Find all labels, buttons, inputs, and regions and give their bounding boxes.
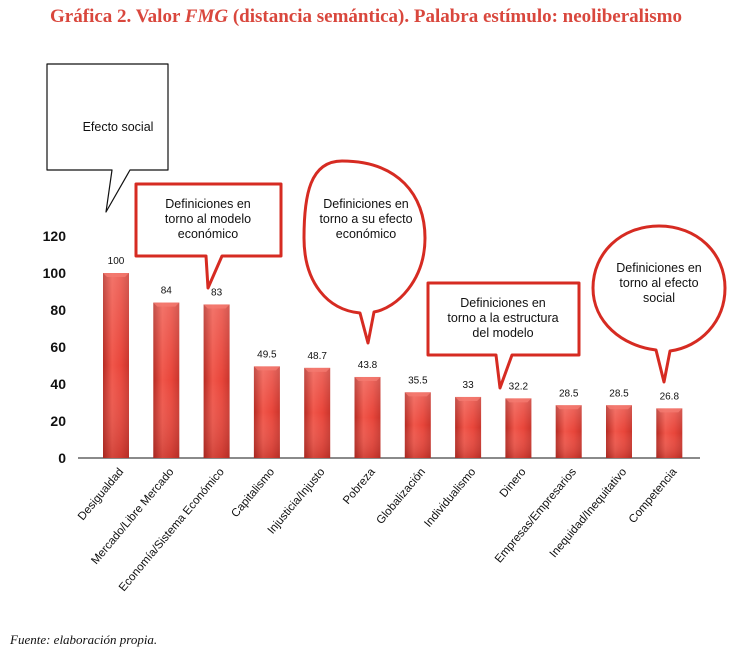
annotation-bubble bbox=[591, 224, 727, 384]
bar-shade bbox=[555, 405, 582, 458]
annotation-text: Definiciones en torno a la estructura del … bbox=[447, 296, 558, 340]
bar-shade bbox=[153, 302, 180, 458]
annotation-line: económico bbox=[178, 227, 238, 241]
y-tick-label: 40 bbox=[50, 376, 66, 392]
data-label: 100 bbox=[108, 256, 125, 267]
annotation-bubble bbox=[46, 63, 169, 213]
y-tick-label: 20 bbox=[50, 413, 66, 429]
bar-top bbox=[253, 366, 280, 371]
bar-top bbox=[354, 376, 381, 381]
bar-top bbox=[455, 396, 482, 401]
y-tick-label: 0 bbox=[58, 450, 66, 466]
bar-shade bbox=[656, 408, 683, 458]
x-tick-label: Mercado/Libre Mercado bbox=[89, 466, 176, 567]
bar-shade bbox=[505, 398, 532, 458]
x-tick-label: Capitalismo bbox=[229, 466, 277, 520]
annotation-line: Efecto social bbox=[83, 120, 154, 134]
annotation-text: Efecto social bbox=[83, 120, 154, 134]
annotation-line: Definiciones en bbox=[323, 197, 409, 211]
bar-shade bbox=[455, 396, 482, 458]
bar-top bbox=[606, 405, 632, 410]
bar-top bbox=[203, 304, 230, 309]
title-suffix: (distancia semántica). Palabra estímulo:… bbox=[228, 6, 682, 27]
data-label: 48.7 bbox=[307, 351, 327, 362]
annotation-line: torno a la estructura bbox=[447, 311, 558, 325]
bar-shade bbox=[203, 304, 230, 458]
data-label: 84 bbox=[161, 286, 173, 297]
y-tick-label: 80 bbox=[50, 302, 66, 318]
y-tick-label: 120 bbox=[43, 228, 67, 244]
chart-title: Gráfica 2. Valor FMG (distancia semántic… bbox=[0, 6, 732, 28]
annotation-line: Definiciones en bbox=[616, 261, 702, 275]
annotation-line: social bbox=[643, 291, 675, 305]
x-tick-label: Desigualdad bbox=[76, 466, 126, 523]
y-tick-label: 100 bbox=[43, 265, 67, 281]
data-label: 83 bbox=[211, 287, 223, 298]
x-tick-label: Competencia bbox=[627, 466, 680, 526]
data-label: 43.8 bbox=[358, 360, 378, 371]
annotation-bubble bbox=[302, 159, 427, 345]
bar-top bbox=[404, 392, 431, 397]
bar-top bbox=[304, 367, 331, 372]
annotation-line: torno al modelo bbox=[165, 212, 251, 226]
data-label: 28.5 bbox=[559, 388, 579, 399]
bar-shade bbox=[103, 273, 129, 458]
title-prefix: Gráfica 2. Valor bbox=[50, 6, 185, 27]
x-tick-label: Globalización bbox=[375, 466, 429, 527]
bar-top bbox=[656, 408, 683, 413]
bar-shade bbox=[304, 367, 331, 458]
annotation-text: Definiciones en torno al efecto social bbox=[616, 261, 702, 305]
bar-top bbox=[505, 398, 532, 403]
bar-shade bbox=[354, 376, 381, 458]
annotation-line: torno a su efecto bbox=[319, 212, 412, 226]
annotation-line: Definiciones en bbox=[460, 296, 546, 310]
x-tick-label: Dinero bbox=[498, 466, 529, 500]
annotation-bubble bbox=[134, 182, 283, 290]
bar-shade bbox=[606, 405, 632, 458]
annotation-line: económico bbox=[336, 227, 396, 241]
bar-shade bbox=[404, 392, 431, 458]
annotation-text: Definiciones en torno a su efecto económic… bbox=[319, 197, 412, 241]
annotation-line: torno al efecto bbox=[619, 276, 698, 290]
annotation-line: Definiciones en bbox=[165, 197, 251, 211]
data-label: 28.5 bbox=[609, 388, 629, 399]
annotation-text: Definiciones en torno al modelo económico bbox=[165, 197, 251, 241]
data-label: 49.5 bbox=[257, 349, 277, 360]
bar-top bbox=[555, 405, 582, 410]
source-note: Fuente: elaboración propia. bbox=[10, 632, 158, 647]
annotation-bubble bbox=[426, 281, 581, 390]
data-label: 35.5 bbox=[408, 375, 428, 386]
bar-top bbox=[153, 302, 180, 307]
data-label: 33 bbox=[463, 380, 475, 391]
annotation-line: del modelo bbox=[472, 326, 533, 340]
data-label: 26.8 bbox=[660, 391, 680, 402]
bar-top bbox=[103, 273, 129, 277]
title-emphasis: FMG bbox=[184, 6, 229, 27]
data-label: 32.2 bbox=[509, 381, 529, 392]
y-tick-label: 60 bbox=[50, 339, 66, 355]
x-tick-label: Economía/Sistema Económico bbox=[117, 466, 227, 594]
x-tick-label: Individualismo bbox=[422, 466, 478, 530]
bar-shade bbox=[253, 366, 280, 458]
x-tick-label: Pobreza bbox=[341, 466, 378, 507]
x-tick-label: Injusticia/Injusto bbox=[266, 466, 328, 536]
